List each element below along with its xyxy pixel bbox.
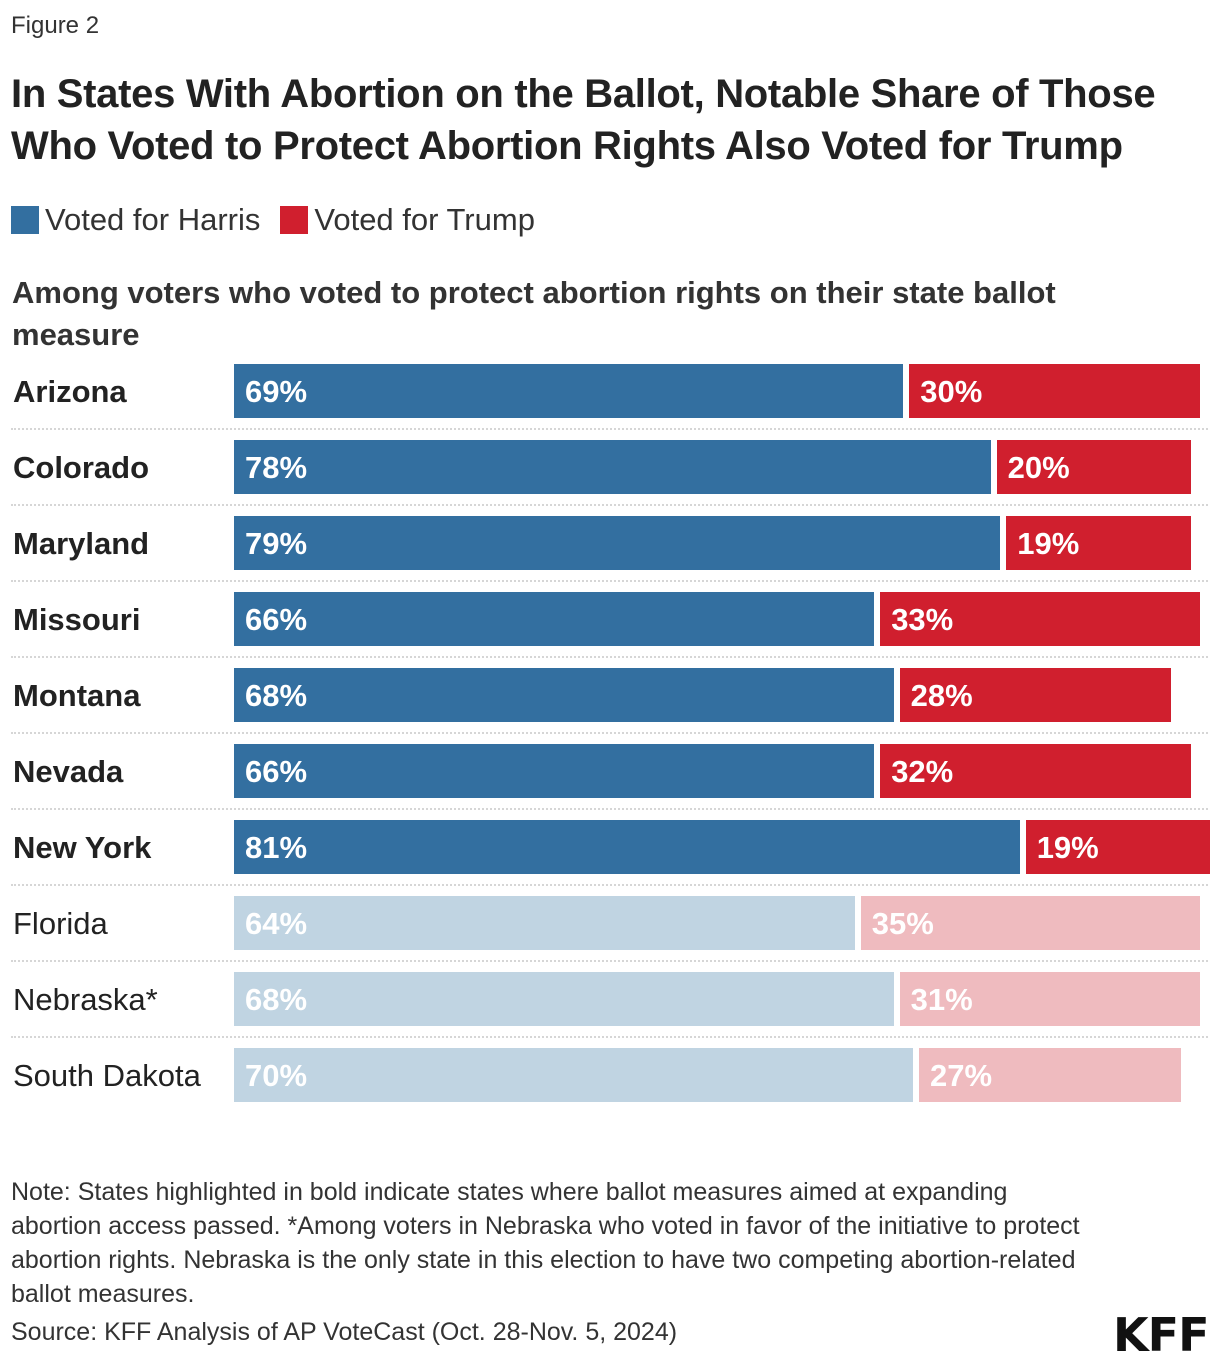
bar-row: South Dakota 70% 27% [0,1048,1220,1102]
bar-trump: 33% [880,592,1201,646]
bar-row: Montana 68% 28% [0,668,1220,722]
row-divider [11,960,1208,962]
row-divider [11,732,1208,734]
bar-harris: 81% [234,820,1020,874]
row-divider [11,428,1208,430]
category-label: Nevada [13,754,124,789]
legend-item-trump: Voted for Trump [280,202,535,238]
bar-trump: 31% [899,972,1201,1026]
category-label: Nebraska* [13,982,158,1017]
bar-row: Nebraska* 68% 31% [0,972,1220,1026]
bar-harris: 68% [234,972,894,1026]
bar-harris: 66% [234,592,875,646]
note: Note: States highlighted in bold indicat… [11,1178,1080,1308]
bar-harris: 70% [234,1048,913,1102]
bar-trump: 28% [899,668,1172,722]
bar-trump: 20% [996,440,1191,494]
bar-trump: 27% [919,1048,1181,1102]
bar-harris: 64% [234,896,855,950]
source: Source: KFF Analysis of AP VoteCast (Oct… [11,1318,678,1346]
legend-label-harris: Voted for Harris [45,202,261,237]
kff-logo: KFF [1113,1308,1209,1362]
legend-swatch-trump [280,206,309,234]
bar-row: Florida 64% 35% [0,896,1220,950]
bar-harris: 66% [234,744,875,798]
bar-trump: 35% [860,896,1201,950]
bar-trump: 32% [880,744,1191,798]
category-label: Montana [13,678,141,713]
row-divider [11,1036,1208,1038]
category-label: Missouri [13,602,141,637]
bar-row: New York 81% 19% [0,820,1220,874]
figure-label: Figure 2 [11,12,100,39]
legend-label-trump: Voted for Trump [314,202,535,237]
bar-row: Arizona 69% 30% [0,364,1220,418]
category-label: Arizona [13,374,127,409]
bar-harris: 68% [234,668,894,722]
bar-row: Maryland 79% 19% [0,516,1220,570]
bar-harris: 69% [234,364,904,418]
bar-row: Colorado 78% 20% [0,440,1220,494]
row-divider [11,656,1208,658]
category-label: Maryland [13,526,150,561]
category-label: South Dakota [13,1058,201,1093]
row-divider [11,884,1208,886]
category-label: Colorado [13,450,150,485]
bar-harris: 78% [234,440,991,494]
bar-row: Missouri 66% 33% [0,592,1220,646]
category-label: New York [13,830,152,865]
bar-harris: 79% [234,516,1001,570]
bar-trump: 30% [909,364,1201,418]
legend-item-harris: Voted for Harris [11,202,260,238]
legend-swatch-harris [11,206,39,234]
chart-title: In States With Abortion on the Ballot, N… [11,72,1156,168]
row-divider [11,580,1208,582]
bar-trump: 19% [1006,516,1191,570]
legend: Voted for Harris Voted for Trump [11,202,555,238]
row-divider [11,504,1208,506]
category-label: Florida [13,906,108,941]
bar-trump: 19% [1025,820,1210,874]
row-divider [11,808,1208,810]
bar-row: Nevada 66% 32% [0,744,1220,798]
chart-subtitle: Among voters who voted to protect aborti… [12,275,1056,352]
